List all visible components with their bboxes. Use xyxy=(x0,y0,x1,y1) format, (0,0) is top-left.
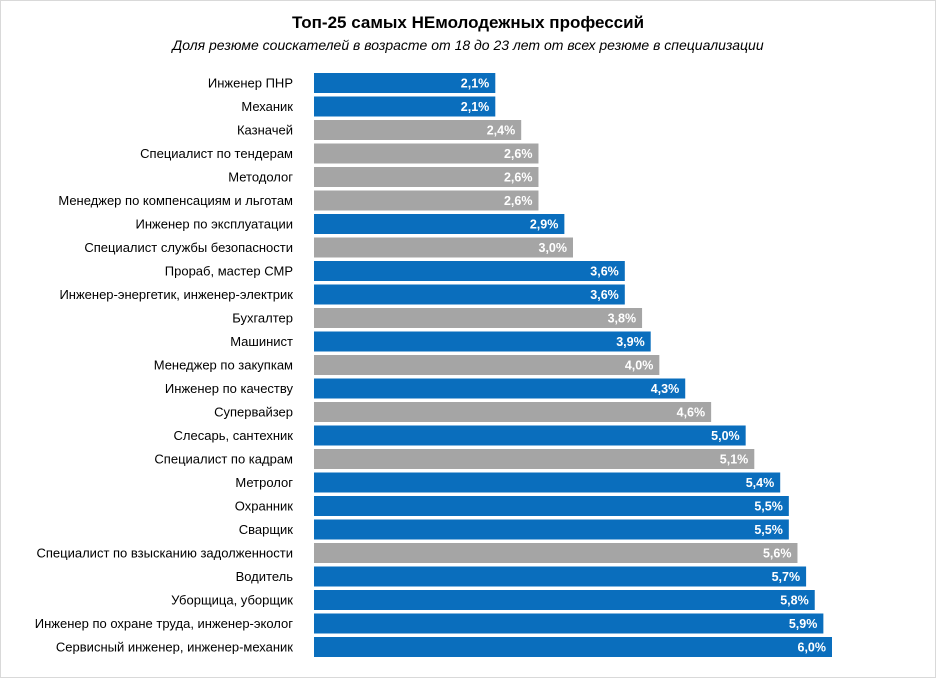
value-label: 5,4% xyxy=(746,476,775,490)
value-label: 2,4% xyxy=(487,124,516,138)
value-label: 2,1% xyxy=(461,100,490,114)
bar xyxy=(314,214,565,234)
category-label: Уборщица, уборщик xyxy=(171,593,293,608)
category-label: Инженер по качеству xyxy=(165,381,294,396)
bar xyxy=(314,237,573,258)
category-label: Машинист xyxy=(230,334,293,349)
value-label: 3,8% xyxy=(608,312,637,326)
bar xyxy=(314,496,789,516)
bar xyxy=(314,331,651,352)
category-label: Механик xyxy=(241,99,293,114)
category-label: Методолог xyxy=(228,170,293,185)
bar xyxy=(314,190,539,211)
bar xyxy=(314,449,755,469)
bar xyxy=(314,566,807,587)
bar xyxy=(314,472,781,493)
bar xyxy=(314,284,625,305)
bar xyxy=(314,519,789,540)
bar xyxy=(314,378,686,399)
bar xyxy=(314,143,539,164)
category-label: Охранник xyxy=(235,499,294,514)
value-label: 6,0% xyxy=(798,641,827,655)
category-label: Сервисный инженер, инженер-механик xyxy=(56,640,293,655)
bar xyxy=(314,308,643,328)
value-label: 2,1% xyxy=(461,77,490,91)
bar xyxy=(314,590,815,610)
category-label: Инженер по эксплуатации xyxy=(136,217,293,232)
value-label: 3,9% xyxy=(616,335,645,349)
category-label: Водитель xyxy=(236,569,294,584)
value-label: 3,6% xyxy=(590,265,619,279)
value-label: 5,5% xyxy=(754,500,783,514)
value-label: 3,6% xyxy=(590,288,619,302)
bar xyxy=(314,261,625,281)
category-label: Специалист по взысканию задолженности xyxy=(37,546,294,561)
bar xyxy=(314,73,496,93)
category-label: Менеджер по компенсациям и льготам xyxy=(58,193,293,208)
value-label: 2,6% xyxy=(504,171,533,185)
value-label: 4,6% xyxy=(677,406,706,420)
category-label: Менеджер по закупкам xyxy=(154,358,293,373)
value-label: 4,3% xyxy=(651,382,680,396)
value-label: 5,9% xyxy=(789,617,818,631)
value-label: 2,9% xyxy=(530,218,559,232)
value-label: 4,0% xyxy=(625,359,654,373)
value-label: 2,6% xyxy=(504,147,533,161)
value-label: 5,5% xyxy=(754,523,783,537)
category-label: Супервайзер xyxy=(214,405,293,420)
category-label: Бухгалтер xyxy=(232,311,293,326)
category-label: Инженер по охране труда, инженер-эколог xyxy=(35,616,294,631)
bar xyxy=(314,402,712,422)
chart-title: Топ-25 самых НЕмолодежных профессий xyxy=(291,13,645,32)
category-label: Сварщик xyxy=(239,522,294,537)
bar xyxy=(314,120,522,140)
bar xyxy=(314,96,496,117)
chart-subtitle: Доля резюме соискателей в возрасте от 18… xyxy=(172,37,764,53)
category-label: Специалист по тендерам xyxy=(140,146,293,161)
value-label: 5,1% xyxy=(720,453,749,467)
bar xyxy=(314,543,798,563)
bar xyxy=(314,613,824,634)
value-label: 5,6% xyxy=(763,547,792,561)
value-label: 3,0% xyxy=(539,241,568,255)
category-label: Специалист службы безопасности xyxy=(84,240,293,255)
bar xyxy=(314,167,539,187)
category-label: Слесарь, сантехник xyxy=(174,428,294,443)
value-label: 2,6% xyxy=(504,194,533,208)
value-label: 5,8% xyxy=(780,594,809,608)
value-label: 5,0% xyxy=(711,429,740,443)
category-label: Инженер ПНР xyxy=(208,76,293,91)
category-label: Специалист по кадрам xyxy=(154,452,293,467)
bar xyxy=(314,425,746,446)
bar xyxy=(314,637,832,657)
bar xyxy=(314,355,660,375)
category-label: Казначей xyxy=(237,123,293,138)
value-label: 5,7% xyxy=(772,570,801,584)
category-label: Метролог xyxy=(235,475,293,490)
category-label: Прораб, мастер СМР xyxy=(165,264,293,279)
category-label: Инженер-энергетик, инженер-электрик xyxy=(59,287,293,302)
